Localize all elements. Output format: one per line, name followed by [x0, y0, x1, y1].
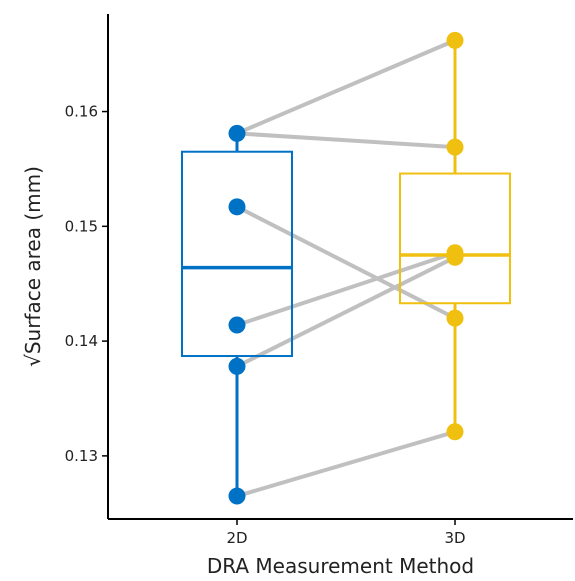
pair-lines [235, 38, 457, 499]
data-point [446, 309, 464, 327]
data-point [446, 248, 464, 266]
pair-line [235, 131, 457, 150]
data-point [228, 487, 246, 505]
y-tick-label: 0.15 [65, 217, 98, 235]
y-tick-label: 0.16 [65, 103, 98, 121]
data-point [446, 138, 464, 156]
x-ticks: 2D 3D [226, 519, 466, 547]
box [181, 150, 293, 358]
y-axis-title: √Surface area (mm) [21, 166, 45, 367]
axes [107, 14, 573, 520]
data-point [228, 198, 246, 216]
data-point [228, 124, 246, 142]
data-point [228, 316, 246, 334]
pair-line [235, 204, 457, 321]
pair-line [235, 250, 457, 328]
pair-line [235, 429, 457, 499]
y-tick-label: 0.13 [65, 447, 98, 465]
data-point [446, 423, 464, 441]
pair-line [235, 255, 457, 369]
x-axis-title: DRA Measurement Method [207, 554, 474, 578]
pair-line [235, 38, 457, 136]
x-tick-label: 2D [226, 529, 247, 547]
data-point [446, 31, 464, 49]
y-tick-label: 0.14 [65, 332, 98, 350]
x-tick-label: 3D [444, 529, 465, 547]
box [399, 172, 511, 305]
y-ticks: 0.13 0.14 0.15 0.16 [65, 103, 108, 465]
data-point [228, 357, 246, 375]
data-points [228, 31, 464, 505]
